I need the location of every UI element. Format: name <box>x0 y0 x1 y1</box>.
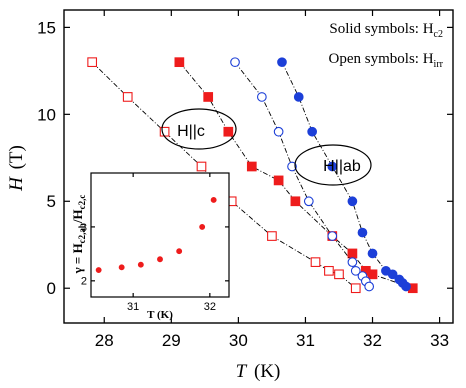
legend-open-sub: irr <box>434 59 444 70</box>
data-point-square <box>267 231 277 241</box>
data-point-circle <box>327 231 338 241</box>
annotation-ellipse-hc <box>161 108 237 150</box>
series-line <box>91 61 356 289</box>
main-plot-frame <box>63 9 454 324</box>
x-axis-label-unit: (K) <box>254 361 280 382</box>
data-point-square <box>196 161 207 172</box>
data-point-circle <box>293 92 304 102</box>
inset-frame <box>90 172 230 298</box>
inset-x-axis-label: T (K) <box>147 309 173 321</box>
x-tick-label: 29 <box>162 331 181 350</box>
data-point-square <box>174 57 185 68</box>
data-point-circle <box>347 257 358 267</box>
data-point-square <box>290 196 301 207</box>
x-tick-label: 31 <box>296 331 315 350</box>
main-series-layer <box>87 57 418 294</box>
y-axis-label: H (T) <box>6 145 27 192</box>
data-point-square <box>246 161 257 172</box>
data-point-circle <box>347 196 358 207</box>
data-point-square <box>367 269 378 280</box>
data-point-circle <box>230 57 240 68</box>
data-point-circle <box>157 256 163 263</box>
data-point-circle <box>210 197 217 203</box>
inset-y-label-slash: /H <box>70 209 85 224</box>
y-axis-label-unit: (T) <box>6 145 27 169</box>
x-tick-label: 33 <box>430 331 449 350</box>
data-point-circle <box>176 248 183 255</box>
data-point-circle <box>95 267 102 273</box>
x-axis-label-var: T <box>236 361 248 382</box>
x-tick-label: 32 <box>363 331 382 350</box>
data-point-circle <box>357 227 368 238</box>
y-axis-label-var: H <box>6 176 27 192</box>
inset-y-label-sub2: c2,c <box>77 195 87 210</box>
data-point-circle <box>257 92 267 102</box>
annotation-label-hc: H||c <box>177 123 205 140</box>
data-point-square <box>334 269 344 280</box>
data-point-circle <box>327 161 338 172</box>
data-point-square <box>203 92 214 102</box>
legend-open-symbols: Open symbols: Hirr <box>329 51 444 70</box>
inset-axis-ticks <box>91 173 229 297</box>
data-point-square <box>310 257 321 267</box>
inset-background <box>91 173 229 297</box>
x-tick-label: 28 <box>95 331 114 350</box>
data-point-circle <box>199 223 206 230</box>
data-point-square <box>87 57 98 68</box>
y-tick-label: 3 <box>81 222 87 234</box>
inset-y-axis-label: γ = Hc2,ab/Hc2,c <box>70 195 87 275</box>
x-axis-label: T (K) <box>236 361 281 382</box>
data-point-circle <box>307 126 318 137</box>
inset-axis-tick-labels: 31 32 2 3 <box>81 222 216 313</box>
x-tick-label: 30 <box>229 331 248 350</box>
annotation-label-hab: H||ab <box>323 158 361 175</box>
data-point-circle <box>277 57 287 68</box>
annotation-ellipse-hab <box>294 144 372 186</box>
y-tick-label: 10 <box>37 105 56 124</box>
data-point-square <box>273 175 284 186</box>
inset-y-label-sub1: c2,ab <box>77 223 87 243</box>
y-tick-label: 15 <box>37 18 56 37</box>
y-tick-label: 5 <box>47 192 56 211</box>
data-point-circle <box>303 196 314 207</box>
data-point-square <box>324 265 334 276</box>
main-axis-ticks <box>64 10 453 323</box>
y-tick-label: 0 <box>47 279 56 298</box>
data-point-circle <box>137 261 144 268</box>
legend-solid-symbols: Solid symbols: Hc2 <box>329 21 443 40</box>
data-point-circle <box>273 126 284 137</box>
legend-open-prefix: Open symbols: H <box>329 51 434 67</box>
data-point-square <box>350 283 361 294</box>
data-point-circle <box>387 269 398 280</box>
x-tick-label: 32 <box>204 301 216 313</box>
data-point-square <box>347 248 358 259</box>
inset-y-label-main: γ = H <box>70 243 85 274</box>
legend-solid-prefix: Solid symbols: H <box>329 21 433 37</box>
data-point-square <box>122 92 133 102</box>
inset-series-layer <box>95 197 217 273</box>
data-point-circle <box>287 161 297 172</box>
data-point-circle <box>118 264 125 271</box>
data-point-square <box>223 126 234 137</box>
legend-solid-sub: c2 <box>434 29 443 40</box>
x-tick-label: 31 <box>127 301 139 313</box>
y-tick-label: 2 <box>81 276 87 288</box>
data-point-circle <box>367 248 378 259</box>
data-point-circle <box>364 281 375 292</box>
data-point-circle <box>401 281 411 292</box>
data-point-circle <box>350 265 361 276</box>
